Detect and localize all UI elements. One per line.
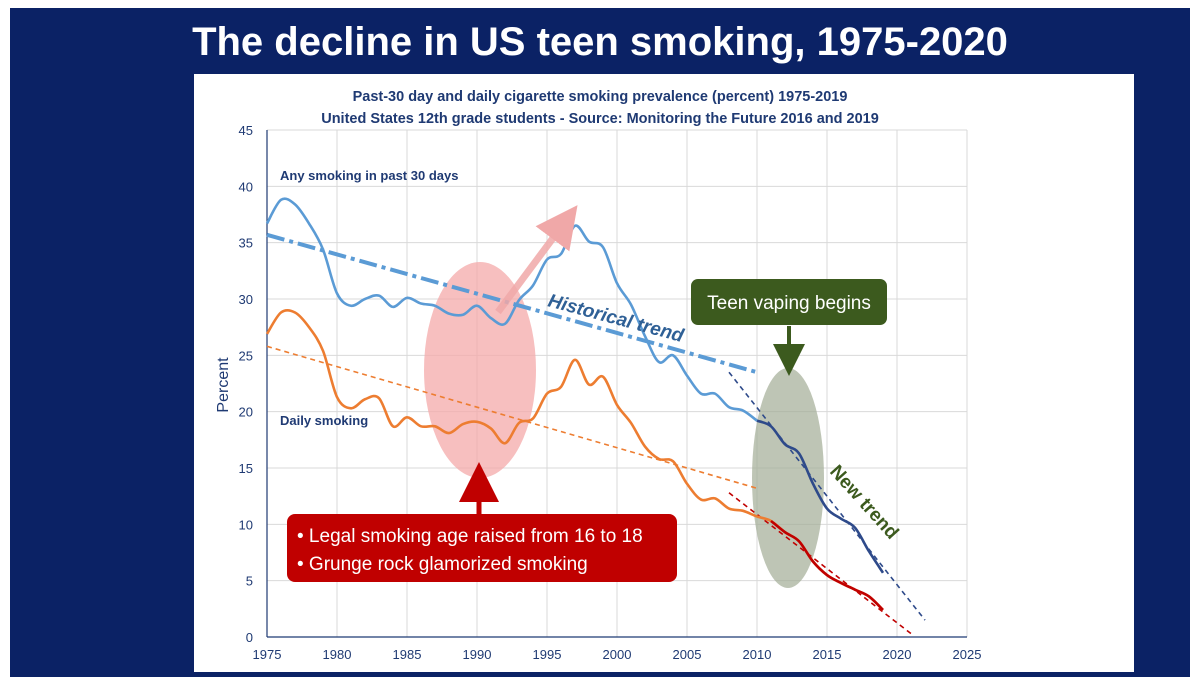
series-any-smoking-recent <box>756 419 885 574</box>
trendline-0 <box>266 232 758 375</box>
policy-callout-box <box>287 514 677 582</box>
chart-title: Past-30 day and daily cigarette smoking … <box>353 89 848 105</box>
new-trend-label: New trend <box>825 461 902 543</box>
y-tick-label: 25 <box>239 348 253 363</box>
pink-highlight-ellipse <box>424 262 536 478</box>
any-smoking-label: Any smoking in past 30 days <box>280 168 458 183</box>
y-tick-label: 0 <box>246 630 253 645</box>
data-series <box>265 197 885 611</box>
daily-smoking-label: Daily smoking <box>280 413 368 428</box>
y-tick-label: 35 <box>239 236 253 251</box>
y-tick-label: 15 <box>239 461 253 476</box>
page-title: The decline in US teen smoking, 1975-202… <box>192 20 1008 64</box>
policy-callout-line-1: • Legal smoking age raised from 16 to 18 <box>297 526 643 547</box>
y-tick-label: 45 <box>239 123 253 138</box>
y-axis-title: Percent <box>215 357 232 413</box>
chart-subtitle: United States 12th grade students - Sour… <box>321 111 879 127</box>
y-tick-label: 20 <box>239 405 253 420</box>
x-tick-label: 1975 <box>253 647 282 662</box>
x-tick-label: 2020 <box>883 647 912 662</box>
policy-callout-line-2: • Grunge rock glamorized smoking <box>297 554 588 575</box>
trendline-2 <box>728 371 926 621</box>
vaping-callout-box <box>691 279 887 325</box>
vaping-callout-text: Teen vaping begins <box>707 293 871 314</box>
x-tick-label: 2010 <box>743 647 772 662</box>
x-tick-label: 2005 <box>673 647 702 662</box>
y-tick-label: 5 <box>246 574 253 589</box>
x-tick-label: 1980 <box>323 647 352 662</box>
y-tick-label: 40 <box>239 179 253 194</box>
y-tick-label: 10 <box>239 517 253 532</box>
x-tick-label: 2000 <box>603 647 632 662</box>
pink-up-arrow <box>495 205 578 315</box>
series-daily-smoking-recent <box>770 519 884 611</box>
series-any-smoking <box>265 197 758 422</box>
x-tick-label: 1995 <box>533 647 562 662</box>
x-tick-label: 2025 <box>953 647 982 662</box>
x-tick-label: 2015 <box>813 647 842 662</box>
x-tick-label: 1990 <box>463 647 492 662</box>
x-tick-label: 1985 <box>393 647 422 662</box>
y-tick-label: 30 <box>239 292 253 307</box>
